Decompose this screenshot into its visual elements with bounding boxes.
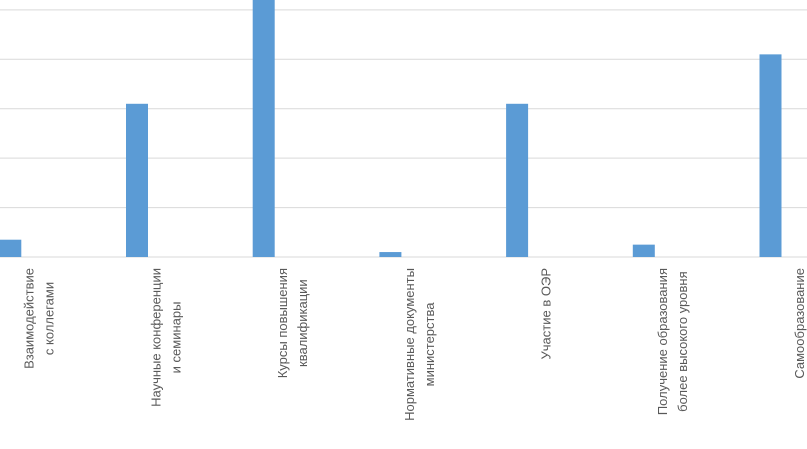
x-tick-label-line: более высокого уровня — [675, 271, 690, 411]
x-tick-label-line: Научные конференции — [148, 268, 163, 407]
x-tick-label: Самообразование — [792, 268, 807, 379]
x-tick-label: Взаимодействие с коллегами — [22, 268, 57, 369]
bar — [379, 252, 402, 257]
x-tick-label-line: министерства — [422, 302, 437, 387]
bar — [632, 244, 655, 257]
bar — [0, 239, 22, 257]
x-tick-label: Нормативные документы министерства — [402, 268, 437, 421]
bar — [759, 54, 782, 257]
bar — [506, 103, 529, 258]
bar — [126, 103, 148, 258]
x-tick-label: Научные конференции и семинары — [148, 268, 183, 407]
x-tick-label-line: Нормативные документы — [402, 268, 417, 421]
x-tick-label: Получение образования более высокого уров… — [655, 268, 690, 415]
x-tick-label-line: и семинары — [168, 302, 183, 374]
x-tick-label-line: с коллегами — [42, 282, 57, 355]
x-tick-label-line: Получение образования — [655, 268, 670, 415]
x-tick-label-line: Курсы повышения — [275, 268, 290, 378]
x-tick-label-line: Взаимодействие — [22, 268, 37, 369]
bar — [252, 0, 275, 257]
x-tick-label: Участие в ОЭР — [539, 268, 554, 359]
x-tick-label-line: Участие в ОЭР — [539, 268, 554, 359]
x-tick-label: Курсы повышения квалификации — [275, 268, 310, 378]
x-tick-label-line: квалификации — [295, 279, 310, 367]
x-tick-label-line: Самообразование — [792, 268, 807, 379]
